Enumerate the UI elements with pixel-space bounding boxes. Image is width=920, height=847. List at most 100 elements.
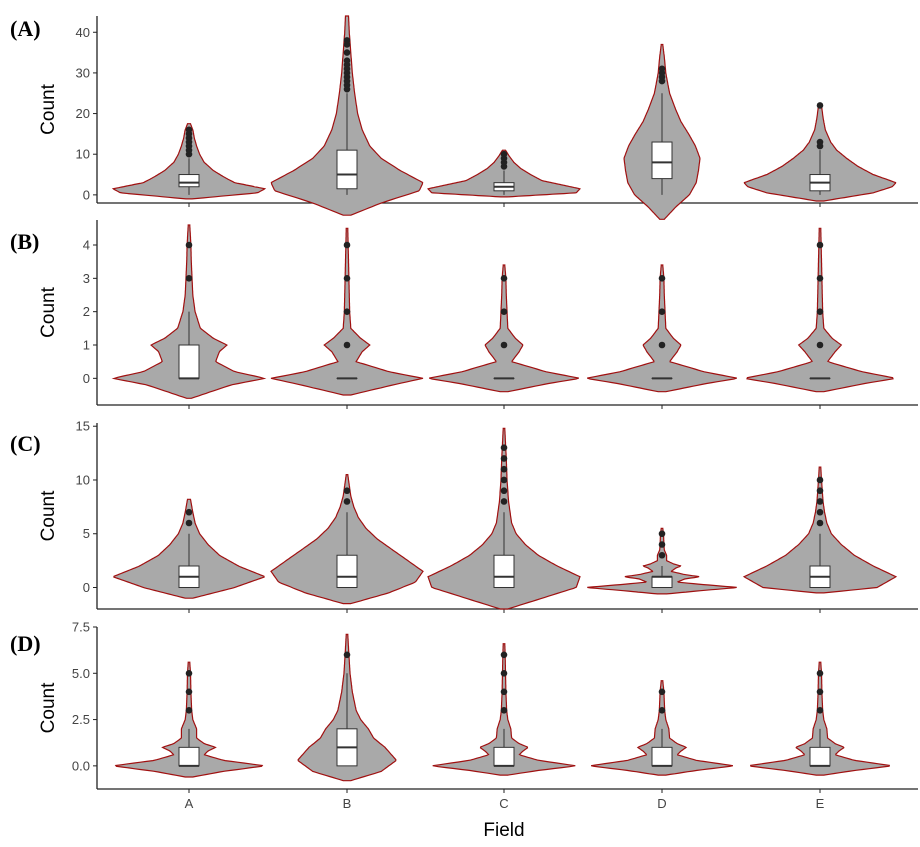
y-tick-label: 40 (76, 25, 90, 40)
x-tick-label: E (816, 796, 825, 811)
violin (749, 661, 891, 776)
outlier-point (500, 476, 508, 484)
violin-group-b (270, 15, 424, 216)
outlier-point (500, 150, 508, 158)
violin-group-a (111, 224, 267, 399)
y-tick-label: 3 (83, 271, 90, 286)
outlier-point (185, 275, 193, 282)
outlier-point (658, 530, 666, 538)
outlier-point (185, 126, 193, 134)
outlier-point (185, 669, 193, 677)
x-tick-label: D (657, 796, 666, 811)
violin-group-b (270, 474, 424, 605)
violin-group-d (587, 527, 737, 595)
y-tick-label: 2 (83, 304, 90, 319)
violin-group-c (429, 264, 579, 393)
box (336, 149, 358, 190)
y-tick-label: 7.5 (72, 620, 90, 635)
panel-c: (C) Count 0 5 10 15 (10, 419, 918, 613)
outlier-point (658, 707, 666, 714)
y-tick-label: 5.0 (72, 666, 90, 681)
y-tick-label: 15 (76, 419, 90, 434)
outlier-point (816, 669, 824, 677)
outlier-point (658, 341, 666, 349)
violin (114, 661, 264, 778)
outlier-point (343, 487, 351, 495)
violin-group-d (623, 43, 701, 220)
panel-a: (A) Count 0 10 20 30 40 (10, 15, 918, 220)
box (651, 746, 673, 767)
box (336, 554, 358, 588)
y-axis-title: Count (38, 286, 59, 337)
box (809, 746, 831, 767)
violin (587, 527, 737, 595)
outlier-point (343, 275, 351, 282)
outlier-point (185, 241, 193, 249)
outlier-point (500, 707, 508, 714)
violin-group-d (587, 264, 737, 393)
y-axis-title: Count (38, 83, 59, 134)
outlier-point (500, 669, 508, 677)
y-tick-label: 2.5 (72, 712, 90, 727)
violin-group-b (297, 633, 397, 782)
outlier-point (816, 487, 824, 495)
outlier-point (343, 308, 351, 315)
violin-group-c (427, 427, 581, 610)
x-axis-title: Field (483, 820, 524, 841)
violin-group-e (742, 466, 898, 594)
violin-group-e (749, 661, 891, 776)
outlier-point (816, 707, 824, 714)
y-axis-title: Count (38, 490, 59, 541)
outlier-point (500, 688, 508, 696)
panel-b: (B) Count 0 1 2 3 4 (10, 220, 918, 409)
box (493, 554, 515, 588)
y-tick-label: 0 (83, 187, 90, 202)
x-tick-label: A (185, 796, 194, 811)
y-tick-label: 30 (76, 65, 90, 80)
y-tick-label: 1 (83, 338, 90, 353)
outlier-point (343, 49, 351, 56)
violin (742, 466, 898, 594)
violin-group-c (426, 149, 582, 198)
outlier-point (343, 651, 351, 659)
outlier-point (816, 508, 824, 516)
outlier-point (816, 138, 824, 146)
outlier-point (343, 498, 351, 505)
violin-group-e (746, 227, 894, 393)
panel-label: (C) (10, 431, 41, 456)
outlier-point (500, 455, 508, 462)
y-tick-label: 0.0 (72, 758, 90, 773)
outlier-point (658, 541, 666, 548)
outlier-point (500, 651, 508, 659)
x-tick-label: B (343, 796, 352, 811)
box (493, 746, 515, 767)
outlier-point (185, 688, 193, 696)
y-tick-label: 0 (83, 580, 90, 595)
panel-label: (D) (10, 631, 41, 656)
box (651, 576, 673, 588)
y-tick-label: 0 (83, 371, 90, 386)
violin-group-b (270, 227, 424, 396)
panel-label: (B) (10, 229, 39, 254)
y-tick-label: 4 (83, 238, 90, 253)
panel-label: (A) (10, 16, 41, 41)
outlier-point (343, 37, 351, 44)
violin (590, 680, 734, 776)
outlier-point (500, 465, 508, 473)
box (178, 174, 200, 188)
y-axis-title: Count (38, 682, 59, 733)
outlier-point (185, 519, 193, 527)
outlier-point (500, 487, 508, 495)
outlier-point (500, 341, 508, 349)
y-tick-label: 20 (76, 106, 90, 121)
outlier-point (658, 275, 666, 282)
outlier-point (658, 65, 666, 73)
outlier-point (185, 707, 193, 714)
violin-group-a (114, 661, 264, 778)
outlier-point (658, 688, 666, 696)
outlier-point (816, 498, 824, 505)
box (178, 344, 200, 379)
violin-group-a (113, 498, 265, 599)
outlier-point (816, 308, 824, 315)
